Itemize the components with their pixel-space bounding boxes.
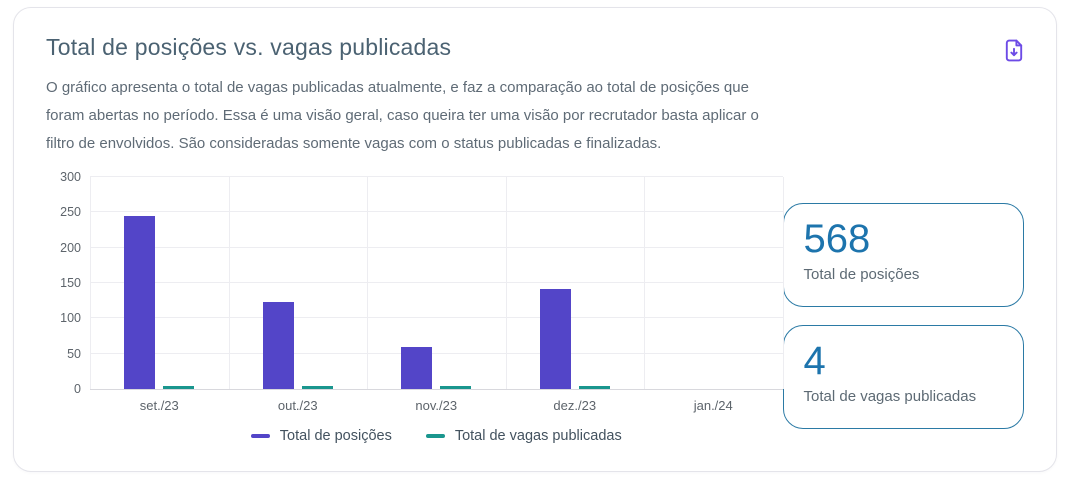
- bar-group-nov./23: [367, 177, 506, 389]
- bar-group-out./23: [229, 177, 368, 389]
- legend-item[interactable]: Total de posições: [250, 428, 392, 444]
- y-gridline: [90, 211, 783, 213]
- legend-label: Total de vagas publicadas: [454, 428, 622, 444]
- x-axis-labels: set./23 out./23 nov./23 dez./23 jan./24: [90, 398, 783, 413]
- y-gridline: [90, 352, 783, 354]
- x-tick-label: out./23: [277, 398, 318, 413]
- y-tick-label: 0: [74, 382, 81, 396]
- stat-card-total-posicoes: 568 Total de posições: [782, 203, 1024, 307]
- bar[interactable]: [301, 386, 333, 389]
- stat-value-total-vagas: 4: [803, 339, 826, 383]
- stats-column: 568 Total de posições 4 Total de vagas p…: [782, 203, 1024, 444]
- stat-label-total-vagas: Total de vagas publicadas: [803, 387, 977, 405]
- x-tick-label: nov./23: [415, 398, 458, 413]
- y-tick-label: 100: [60, 311, 81, 326]
- y-tick-label: 50: [67, 346, 81, 361]
- y-gridline: [90, 282, 783, 283]
- bar-chart: 0 50 100 150 200 250 300 set./23 out./23 nov./23…: [46, 170, 784, 444]
- bar[interactable]: [262, 302, 294, 389]
- chart-plot-area: 0 50 100 150 200 250 300: [60, 170, 784, 396]
- x-gridline: [644, 177, 645, 389]
- bar-group-jan./24: [644, 177, 783, 389]
- bar[interactable]: [163, 386, 195, 389]
- bar-group-set./23: [90, 177, 229, 389]
- x-tick-label: set./23: [139, 398, 179, 413]
- y-gridline: [90, 317, 783, 319]
- bar[interactable]: [539, 289, 571, 389]
- chart-description: O gráfico apresenta o total de vagas pub…: [46, 79, 759, 152]
- bar[interactable]: [401, 347, 433, 389]
- x-gridline: [782, 177, 784, 389]
- bar-group-dez./23: [506, 177, 645, 389]
- legend-label: Total de posições: [279, 428, 392, 444]
- bar[interactable]: [124, 215, 156, 389]
- bar[interactable]: [578, 386, 610, 389]
- chart-card: Total de posições vs. vagas publicadas O…: [13, 7, 1057, 472]
- legend-marker: [425, 434, 445, 438]
- y-tick-label: 250: [60, 205, 81, 220]
- download-button[interactable]: [1002, 37, 1026, 64]
- x-gridline: [367, 177, 368, 389]
- legend-marker: [250, 434, 270, 438]
- content-row: 0 50 100 150 200 250 300 set./23 out./23 nov./23…: [46, 170, 1024, 444]
- stat-label-total-posicoes: Total de posições: [803, 265, 920, 283]
- x-gridline: [505, 177, 507, 389]
- y-gridline: [90, 246, 783, 248]
- chart-legend: Total de posições Total de vagas publicad…: [90, 428, 783, 444]
- x-gridline: [228, 177, 230, 389]
- y-tick-label: 150: [60, 276, 81, 290]
- x-tick-label: dez./23: [553, 398, 597, 413]
- y-tick-label: 200: [60, 240, 81, 255]
- legend-item[interactable]: Total de vagas publicadas: [425, 428, 622, 444]
- x-tick-label: jan./24: [693, 398, 733, 413]
- stat-value-total-posicoes: 568: [803, 217, 871, 261]
- card-header: Total de posições vs. vagas publicadas: [46, 34, 1026, 64]
- y-gridline: [90, 176, 783, 177]
- file-download-icon: [1005, 39, 1023, 62]
- page-title: Total de posições vs. vagas publicadas: [46, 34, 452, 60]
- x-gridline: [90, 177, 91, 389]
- bar[interactable]: [440, 386, 472, 389]
- stat-card-total-vagas: 4 Total de vagas publicadas: [782, 325, 1024, 429]
- y-tick-label: 300: [60, 170, 81, 184]
